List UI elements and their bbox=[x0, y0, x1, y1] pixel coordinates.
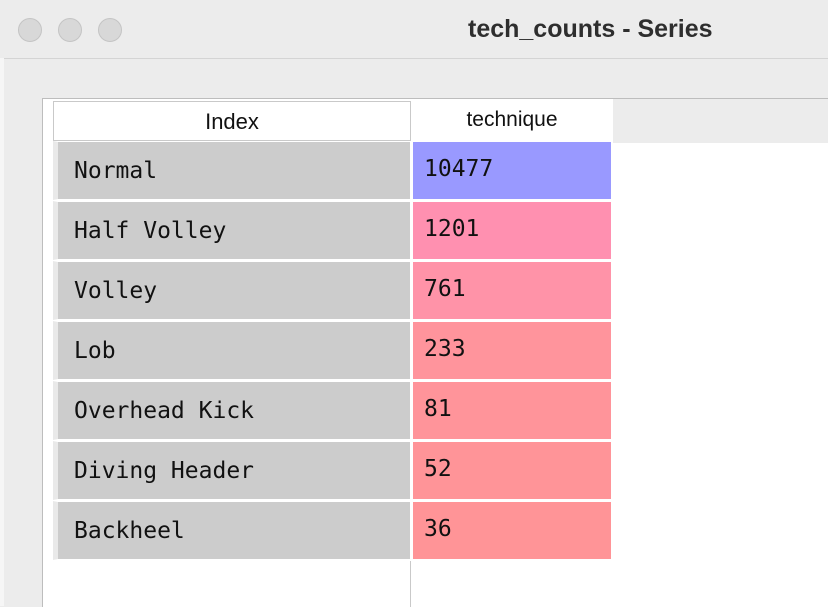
minimize-window-button[interactable] bbox=[58, 18, 82, 42]
close-window-button[interactable] bbox=[18, 18, 42, 42]
row-value-cell[interactable]: 36 bbox=[412, 501, 612, 560]
row-value-cell[interactable]: 52 bbox=[412, 441, 612, 500]
row-value-cell[interactable]: 761 bbox=[412, 261, 612, 320]
left-edge bbox=[0, 58, 4, 606]
technique-column-header[interactable]: technique bbox=[412, 99, 612, 141]
row-value-cell[interactable]: 10477 bbox=[412, 141, 612, 200]
row-index-label[interactable]: Volley bbox=[53, 261, 411, 320]
header-background bbox=[613, 99, 828, 143]
row-index-label[interactable]: Normal bbox=[53, 141, 411, 200]
window-title: tech_counts - Series bbox=[468, 15, 713, 43]
zoom-window-button[interactable] bbox=[98, 18, 122, 42]
table-corner bbox=[43, 99, 53, 607]
title-bar[interactable]: tech_counts - Series bbox=[0, 0, 828, 59]
index-column-empty-space bbox=[53, 561, 411, 607]
series-table[interactable]: Index technique Normal 10477 Half Volley 12… bbox=[42, 98, 828, 607]
row-value-cell[interactable]: 1201 bbox=[412, 201, 612, 260]
row-index-label[interactable]: Half Volley bbox=[53, 201, 411, 260]
row-index-label[interactable]: Diving Header bbox=[53, 441, 411, 500]
index-column-header[interactable]: Index bbox=[53, 101, 411, 141]
row-value-cell[interactable]: 81 bbox=[412, 381, 612, 440]
row-index-label[interactable]: Backheel bbox=[53, 501, 411, 560]
row-index-label[interactable]: Overhead Kick bbox=[53, 381, 411, 440]
row-index-label[interactable]: Lob bbox=[53, 321, 411, 380]
row-value-cell[interactable]: 233 bbox=[412, 321, 612, 380]
